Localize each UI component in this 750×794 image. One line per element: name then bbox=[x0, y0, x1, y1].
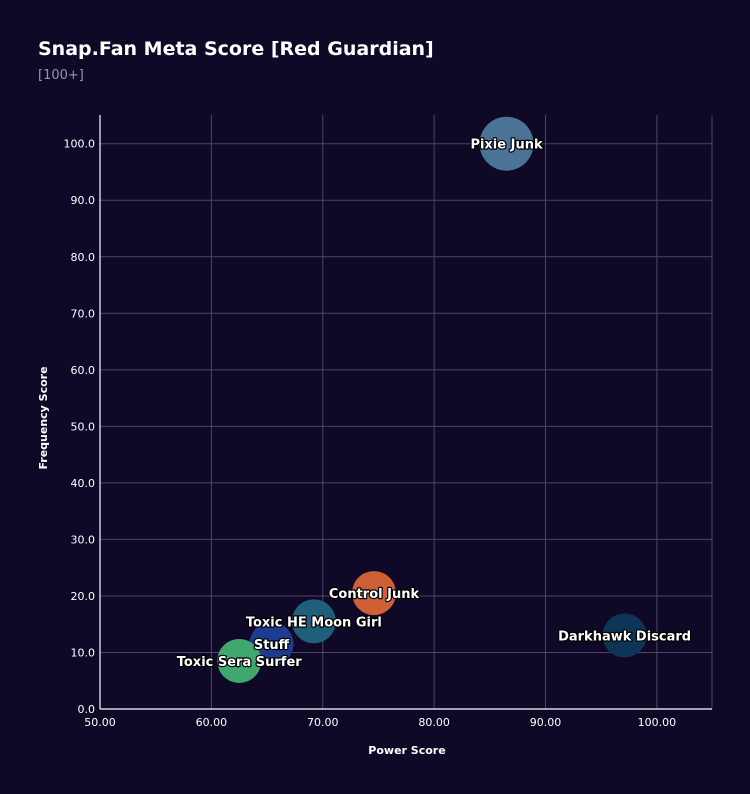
axes bbox=[99, 115, 712, 710]
y-tick-label: 60.0 bbox=[71, 364, 96, 377]
y-tick-label: 10.0 bbox=[71, 646, 96, 659]
data-point bbox=[249, 621, 294, 666]
y-axis-label: Frequency Score bbox=[37, 366, 50, 469]
tick-labels: 50.00 60.00 70.00 80.00 90.00 100.00 0.0 10.0 20… bbox=[64, 138, 677, 729]
point-label: Toxic HE Moon Girl bbox=[246, 615, 382, 630]
x-tick-label: 60.00 bbox=[196, 716, 228, 729]
x-tick-label: 100.00 bbox=[638, 716, 677, 729]
x-tick-label: 90.00 bbox=[530, 716, 562, 729]
chart-subtitle: [100+] bbox=[38, 68, 84, 83]
point-label: Pixie Junk bbox=[470, 138, 543, 153]
point-label: Control Junk bbox=[329, 587, 420, 602]
point-label: Toxic Sera Surfer bbox=[177, 655, 303, 670]
point-labels: Pixie Junk Control Junk Toxic HE Moon Girl… bbox=[176, 136, 693, 671]
y-tick-label: 70.0 bbox=[71, 307, 96, 320]
y-tick-label: 100.0 bbox=[64, 138, 96, 151]
data-points bbox=[217, 116, 647, 683]
y-tick-label: 90.0 bbox=[71, 194, 96, 207]
data-point bbox=[602, 613, 647, 658]
y-tick-label: 30.0 bbox=[71, 533, 96, 546]
chart-title: Snap.Fan Meta Score [Red Guardian] bbox=[38, 38, 434, 60]
y-tick-label: 0.0 bbox=[78, 703, 96, 716]
point-label: Darkhawk Discard bbox=[558, 630, 691, 645]
data-point bbox=[217, 638, 262, 683]
x-tick-label: 50.00 bbox=[84, 716, 116, 729]
data-point bbox=[479, 116, 534, 171]
x-tick-label: 80.00 bbox=[418, 716, 450, 729]
y-tick-label: 20.0 bbox=[71, 590, 96, 603]
y-tick-label: 40.0 bbox=[71, 477, 96, 490]
point-label: Stuff bbox=[254, 638, 290, 653]
data-point bbox=[291, 599, 336, 644]
data-point bbox=[351, 571, 396, 616]
x-tick-label: 70.00 bbox=[307, 716, 339, 729]
y-tick-label: 50.0 bbox=[71, 420, 96, 433]
y-tick-label: 80.0 bbox=[71, 251, 96, 264]
x-axis-label: Power Score bbox=[368, 744, 445, 757]
